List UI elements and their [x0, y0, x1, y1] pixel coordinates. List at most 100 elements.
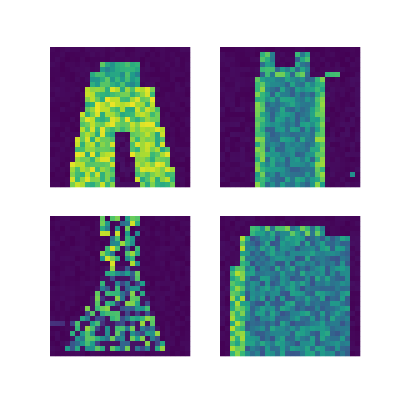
pixel: [300, 177, 306, 183]
pixel: [160, 281, 166, 287]
pixel: [140, 47, 146, 53]
pixel: [305, 182, 311, 188]
pixel: [50, 152, 56, 158]
pixel: [80, 72, 86, 78]
pixel: [270, 221, 276, 227]
pixel: [85, 266, 91, 272]
pixel: [300, 271, 306, 277]
pixel: [315, 241, 321, 247]
pixel: [305, 296, 311, 302]
pixel: [95, 266, 101, 272]
pixel: [230, 117, 236, 123]
pixel: [300, 117, 306, 123]
pixel: [345, 132, 351, 138]
pixel: [95, 346, 101, 352]
pixel: [255, 142, 261, 148]
pixel: [350, 346, 356, 352]
pixel: [170, 57, 176, 63]
pixel: [220, 256, 226, 262]
pixel: [275, 341, 281, 347]
pixel: [130, 326, 136, 332]
pixel: [125, 77, 131, 83]
pixel: [110, 77, 116, 83]
pixel: [300, 152, 306, 158]
pixel: [320, 236, 326, 242]
pixel: [90, 107, 96, 113]
pixel: [260, 306, 266, 312]
pixel: [325, 291, 331, 297]
pixel: [105, 296, 111, 302]
pixel: [340, 87, 346, 93]
pixel: [180, 177, 186, 183]
pixel: [165, 341, 171, 347]
pixel: [225, 107, 231, 113]
pixel: [105, 261, 111, 267]
pixel: [85, 336, 91, 342]
pixel: [300, 47, 306, 53]
pixel: [90, 62, 96, 68]
pixel: [260, 132, 266, 138]
pixel: [90, 182, 96, 188]
pixel: [255, 52, 261, 58]
pixel: [145, 67, 151, 73]
pixel: [100, 102, 106, 108]
pixel: [350, 177, 356, 183]
pixel: [95, 291, 101, 297]
pixel: [50, 82, 56, 88]
pixel: [125, 172, 131, 178]
pixel: [60, 147, 66, 153]
pixel: [135, 296, 141, 302]
pixel: [90, 147, 96, 153]
pixel: [175, 102, 181, 108]
pixel: [290, 72, 296, 78]
pixel: [60, 107, 66, 113]
pixel: [240, 147, 246, 153]
pixel: [285, 52, 291, 58]
pixel: [245, 47, 251, 53]
pixel: [105, 301, 111, 307]
pixel: [145, 167, 151, 173]
pixel: [65, 102, 71, 108]
pixel: [80, 137, 86, 143]
pixel: [85, 52, 91, 58]
pixel: [75, 241, 81, 247]
pixel: [145, 326, 151, 332]
pixel: [55, 77, 61, 83]
pixel: [345, 87, 351, 93]
pixel: [70, 142, 76, 148]
pixel: [65, 256, 71, 262]
pixel: [165, 261, 171, 267]
pixel: [125, 177, 131, 183]
pixel: [125, 281, 131, 287]
pixel: [295, 157, 301, 163]
pixel: [170, 142, 176, 148]
pixel: [250, 256, 256, 262]
pixel: [310, 221, 316, 227]
pixel: [320, 127, 326, 133]
pixel: [145, 316, 151, 322]
pixel: [180, 82, 186, 88]
pixel: [310, 261, 316, 267]
pixel: [295, 77, 301, 83]
pixel: [155, 167, 161, 173]
pixel: [325, 112, 331, 118]
pixel: [275, 102, 281, 108]
pixel: [100, 266, 106, 272]
pixel: [100, 231, 106, 237]
pixel: [55, 311, 61, 317]
pixel: [220, 251, 226, 257]
pixel: [275, 72, 281, 78]
pixel: [55, 127, 61, 133]
pixel: [280, 182, 286, 188]
pixel: [160, 152, 166, 158]
pixel: [270, 311, 276, 317]
pixel: [225, 326, 231, 332]
pixel: [135, 311, 141, 317]
pixel: [275, 266, 281, 272]
pixel: [115, 157, 121, 163]
pixel: [150, 276, 156, 282]
pixel: [80, 276, 86, 282]
pixel: [95, 331, 101, 337]
pixel: [335, 147, 341, 153]
pixel: [50, 52, 56, 58]
